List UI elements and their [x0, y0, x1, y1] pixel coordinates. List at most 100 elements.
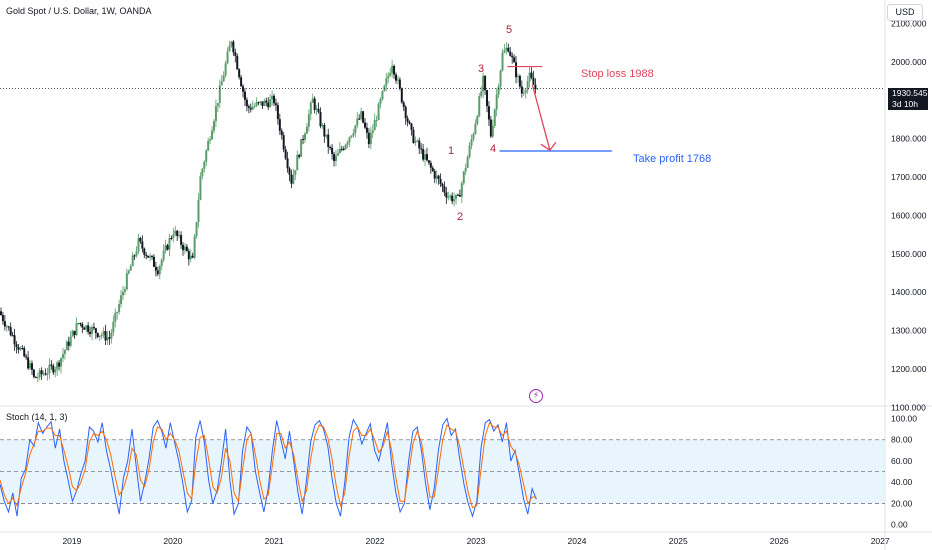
candle-body	[123, 289, 126, 292]
stoch-indicator-label[interactable]: Stoch (14, 1, 3)	[6, 412, 68, 422]
candle-body	[127, 270, 130, 274]
candle-body	[433, 170, 436, 179]
candle-body	[69, 336, 72, 346]
candle-body	[141, 241, 144, 249]
candle-body	[261, 101, 264, 106]
candle-body	[133, 255, 136, 257]
candle-body	[350, 135, 353, 138]
candle-body	[1, 314, 4, 322]
time-tick-label: 2019	[62, 536, 81, 546]
candle-body	[58, 362, 61, 367]
candle-body	[19, 348, 22, 350]
candle-body	[189, 255, 192, 260]
candle-body	[278, 119, 281, 131]
candle-body	[408, 121, 411, 124]
candle-body	[13, 335, 16, 345]
candle-body	[375, 120, 378, 122]
candle-body	[54, 369, 57, 373]
time-tick-label: 2022	[366, 536, 385, 546]
candle-body	[61, 354, 64, 359]
candle-body	[168, 237, 171, 250]
candle-body	[125, 273, 128, 290]
wave-label-1: 1	[448, 145, 455, 157]
candle-body	[400, 88, 403, 103]
candle-body	[193, 236, 196, 258]
candle-body	[435, 175, 438, 179]
candle-body	[209, 139, 212, 141]
candle-body	[149, 255, 152, 258]
candle-body	[315, 108, 318, 110]
candle-body	[222, 75, 225, 82]
candle-body	[230, 41, 233, 46]
candle-body	[224, 63, 227, 76]
candle-body	[108, 337, 111, 339]
candle-body	[288, 168, 291, 175]
candle-body	[313, 98, 316, 110]
candle-body	[336, 153, 339, 156]
candle-body	[178, 235, 181, 237]
candle-body	[106, 337, 109, 341]
candle-body	[176, 230, 179, 237]
stoch-layer	[0, 417, 537, 518]
candle-body	[511, 55, 514, 58]
bar-countdown: 3d 10h	[892, 99, 918, 109]
candle-body	[98, 335, 101, 337]
candle-body	[394, 74, 397, 81]
price-tick-label: 1400.000	[891, 287, 927, 297]
candle-body	[513, 57, 516, 63]
candle-body	[131, 255, 134, 267]
candle-body	[474, 123, 477, 134]
candle-body	[462, 171, 465, 184]
price-tick-label: 2000.000	[891, 57, 927, 67]
candle-body	[185, 246, 188, 252]
candle-body	[296, 154, 299, 171]
candle-body	[247, 106, 250, 108]
candle-body	[158, 266, 161, 275]
candle-body	[60, 358, 63, 367]
candle-body	[497, 86, 500, 95]
time-tick-label: 2020	[163, 536, 182, 546]
candle-body	[147, 255, 150, 258]
candle-body	[311, 98, 314, 103]
lightning-icon[interactable]: ⚡	[529, 389, 543, 403]
candle-body	[495, 94, 498, 110]
candle-body	[362, 111, 365, 123]
candle-body	[478, 96, 481, 117]
candle-body	[364, 122, 367, 128]
candle-body	[406, 118, 409, 122]
time-tick-label: 2021	[265, 536, 284, 546]
candle-body	[9, 327, 12, 336]
candle-body	[249, 107, 252, 110]
candle-body	[255, 102, 258, 106]
candle-body	[77, 322, 80, 324]
candle-body	[234, 52, 237, 56]
stoch-tick-label: 60.00	[891, 456, 913, 466]
candle-body	[135, 251, 138, 256]
candle-body	[121, 291, 124, 296]
wave-label-2: 2	[457, 211, 464, 223]
candle-body	[329, 146, 332, 148]
candle-body	[201, 168, 204, 176]
candle-body	[369, 133, 372, 145]
candle-body	[451, 195, 454, 202]
candle-body	[114, 312, 117, 322]
stoch-tick-label: 20.00	[891, 498, 913, 508]
candle-body	[472, 133, 475, 140]
candle-body	[174, 230, 177, 235]
candle-body	[164, 245, 167, 251]
candle-body	[499, 70, 502, 87]
candle-body	[284, 149, 287, 159]
candle-body	[38, 370, 41, 378]
candle-body	[333, 153, 336, 162]
candle-body	[191, 255, 194, 258]
candle-body	[236, 55, 239, 70]
candle-body	[21, 348, 24, 350]
candle-body	[317, 108, 320, 113]
candle-body	[110, 332, 113, 339]
candle-body	[245, 99, 248, 107]
candle-body	[334, 155, 337, 162]
candle-body	[156, 270, 159, 275]
projection-arrow-shaft	[531, 84, 551, 151]
currency-button[interactable]: USD	[887, 4, 923, 21]
